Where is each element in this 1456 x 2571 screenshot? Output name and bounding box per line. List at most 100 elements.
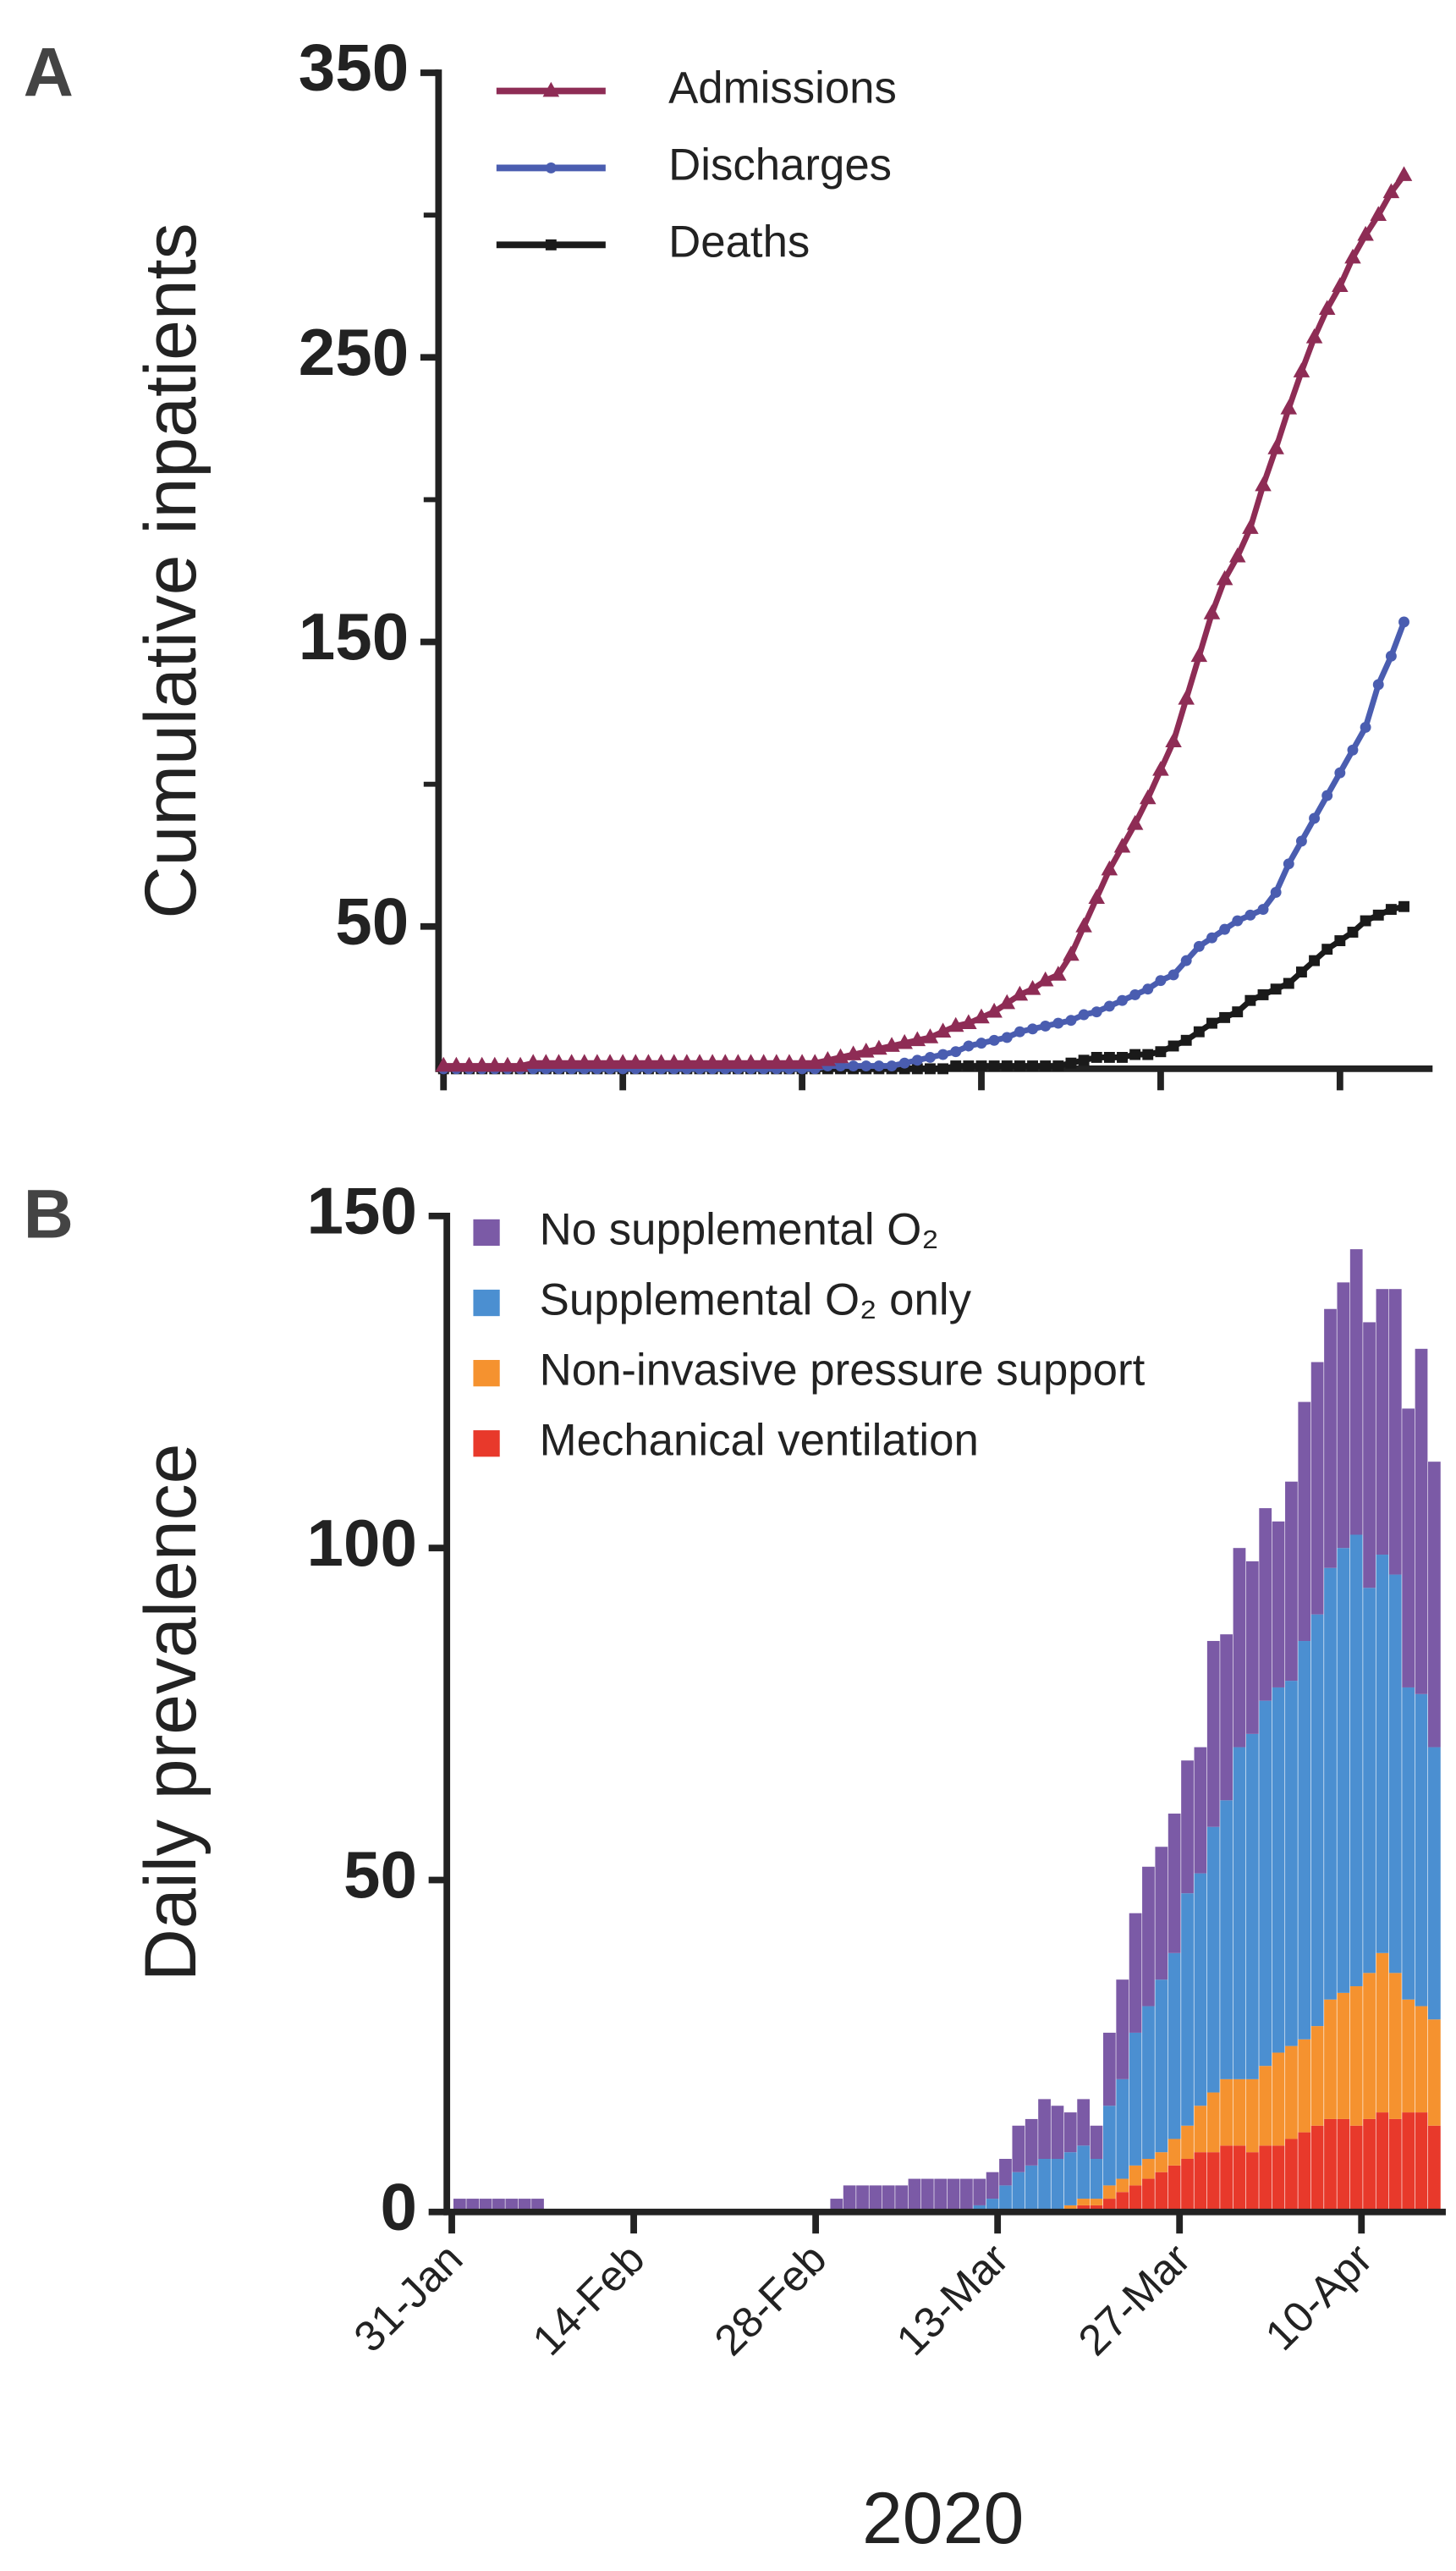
marker: [1360, 721, 1371, 733]
marker: [1385, 650, 1397, 662]
marker: [1178, 690, 1195, 705]
marker: [998, 994, 1016, 1010]
bar-segment: [1402, 1687, 1415, 2000]
bar-segment: [1090, 2199, 1103, 2205]
marker: [988, 1034, 1000, 1046]
marker: [1216, 570, 1233, 586]
bar-segment: [1337, 1992, 1350, 2119]
bar-segment: [1233, 1548, 1246, 1748]
marker: [1334, 935, 1346, 947]
bar-segment: [1428, 1747, 1441, 2020]
bar-segment: [1324, 2118, 1337, 2212]
bar-segment: [1363, 1973, 1376, 2119]
bar-segment: [1285, 2139, 1298, 2212]
marker: [1065, 1015, 1077, 1027]
bar-segment: [1298, 1401, 1311, 1642]
x-tick-label: 28-Feb: [705, 2234, 835, 2365]
marker: [857, 1042, 875, 1058]
bar-segment: [1077, 2099, 1091, 2146]
bar-segment: [1168, 2139, 1181, 2166]
bar-segment: [1129, 2185, 1142, 2212]
marker: [975, 1038, 987, 1049]
bar-segment: [1298, 2039, 1311, 2133]
bar-segment: [986, 2172, 999, 2199]
bar-segment: [1337, 1548, 1350, 1993]
bar-segment: [1077, 2199, 1091, 2205]
marker: [1101, 860, 1118, 876]
marker: [1280, 399, 1298, 415]
marker: [973, 1008, 990, 1024]
bar-segment: [1363, 2118, 1376, 2212]
bar-segment: [1376, 2112, 1389, 2212]
marker: [1370, 206, 1387, 221]
marker: [1126, 814, 1144, 830]
marker: [848, 1060, 860, 1071]
bar-segment: [999, 2185, 1012, 2212]
marker: [1088, 889, 1106, 904]
bar-segment: [920, 2178, 934, 2212]
bar-segment: [1181, 2125, 1194, 2160]
bar-segment: [1155, 1847, 1168, 1980]
bar-segment: [1337, 1282, 1350, 1549]
bar-segment: [1194, 2152, 1207, 2212]
bar-segment: [1155, 1979, 1168, 2153]
bar-segment: [1038, 2099, 1051, 2160]
bar-segment: [1063, 2112, 1077, 2153]
marker: [1295, 966, 1307, 978]
y-tick-label: 0: [380, 2169, 416, 2243]
bar-segment: [1181, 1760, 1194, 1894]
bar-segment: [1012, 2172, 1025, 2212]
bar-segment: [1349, 2125, 1363, 2212]
marker: [1293, 362, 1310, 377]
legend-label: Mechanical ventilation: [540, 1416, 979, 1466]
marker: [1113, 837, 1131, 853]
bar-segment: [1025, 2165, 1038, 2212]
marker: [1232, 915, 1244, 927]
bar-segment: [1168, 2165, 1181, 2212]
bar-segment: [1142, 2159, 1155, 2179]
marker: [883, 1037, 900, 1052]
legend-swatch: [473, 1289, 500, 1317]
bar-segment: [1415, 1693, 1428, 2007]
marker: [947, 1016, 964, 1032]
marker: [1395, 166, 1413, 181]
marker: [844, 1045, 862, 1060]
bar-segment: [1233, 2145, 1246, 2212]
bar-segment: [1428, 2019, 1441, 2126]
marker: [1052, 1017, 1064, 1029]
bar-segment: [1259, 2145, 1272, 2212]
bar-segment: [934, 2178, 948, 2212]
legend-swatch: [473, 1219, 500, 1247]
marker: [1332, 277, 1349, 293]
bar-segment: [1051, 2106, 1064, 2160]
x-tick-label: 14-Feb: [523, 2234, 653, 2365]
y-tick-label: 50: [335, 884, 409, 958]
bar-segment: [1129, 1913, 1142, 2033]
marker: [1318, 300, 1336, 315]
marker: [1091, 1006, 1102, 1018]
marker: [1193, 1026, 1205, 1038]
bar-segment: [1090, 2205, 1103, 2212]
y-tick-label: 50: [343, 1837, 417, 1912]
marker: [1334, 767, 1346, 779]
bar-segment: [1376, 1555, 1389, 1953]
bar-segment: [1363, 1588, 1376, 1974]
marker: [1347, 744, 1359, 756]
bar-segment: [505, 2199, 519, 2212]
bar-segment: [1142, 2178, 1155, 2212]
bar-segment: [1194, 2106, 1207, 2153]
bar-segment: [1259, 2066, 1272, 2146]
bar-segment: [1220, 2078, 1233, 2146]
bar-segment: [1272, 2052, 1285, 2146]
marker: [589, 1054, 606, 1070]
bar-segment: [1051, 2159, 1064, 2212]
marker: [1244, 994, 1256, 1006]
marker: [717, 1054, 734, 1070]
bar-segment: [1102, 2199, 1116, 2212]
marker: [768, 1054, 785, 1070]
bar-segment: [960, 2178, 973, 2212]
marker: [435, 1056, 453, 1072]
bar-segment: [1181, 1893, 1194, 2126]
bar-segment: [1402, 2112, 1415, 2212]
